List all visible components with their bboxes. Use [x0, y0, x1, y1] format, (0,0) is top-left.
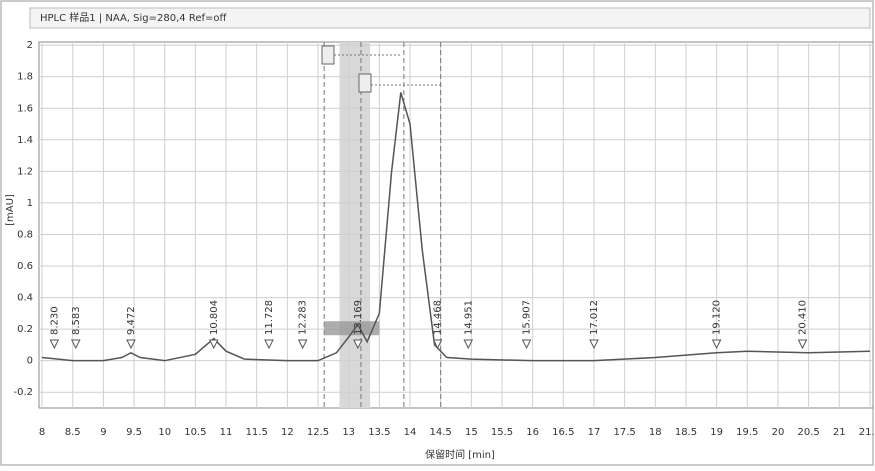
- peak-label: 19.120: [712, 300, 723, 335]
- peak-label: 17.012: [589, 300, 600, 335]
- selection-band: [339, 42, 371, 408]
- title-bar: [29, 7, 871, 29]
- peak-marker: [264, 339, 274, 350]
- x-tick-label: 10.5: [184, 427, 206, 438]
- peak-label: 13.169: [353, 300, 364, 335]
- x-tick-label: 16.5: [552, 427, 574, 438]
- peak-label: 15.907: [522, 300, 533, 335]
- y-tick-label: 0.8: [17, 229, 33, 240]
- peak-label: 8.583: [71, 306, 82, 335]
- x-tick-label: 18.5: [675, 427, 697, 438]
- x-tick-label: 13.5: [368, 427, 390, 438]
- peak-marker: [208, 339, 219, 350]
- y-axis-label: [mAU]: [5, 194, 16, 226]
- peak-label: 12.283: [298, 300, 309, 335]
- x-tick-label: 20.5: [797, 427, 819, 438]
- x-tick-label: 14.5: [430, 427, 452, 438]
- y-tick-label: 0.2: [17, 324, 33, 335]
- y-tick-label: 1.6: [17, 103, 33, 114]
- x-tick-label: 15: [465, 427, 478, 438]
- peak-label: 8.230: [49, 306, 60, 335]
- x-tick-label: 12.5: [307, 427, 329, 438]
- peak-label: 14.951: [463, 300, 474, 335]
- peak-marker: [521, 339, 532, 350]
- peak-marker: [589, 339, 599, 350]
- x-tick-label: 11.5: [246, 427, 268, 438]
- x-tick-label: 10: [158, 427, 171, 438]
- x-tick-label: 9: [100, 427, 106, 438]
- peak-label: 14.468: [433, 300, 444, 335]
- x-tick-label: 11: [220, 427, 233, 438]
- y-tick-label: 1.4: [17, 135, 33, 146]
- x-tick-label: 14: [404, 427, 417, 438]
- x-tick-label: 20: [772, 427, 785, 438]
- x-tick-label: 12: [281, 427, 294, 438]
- peak-marker: [353, 339, 363, 350]
- peak-label: 9.472: [126, 306, 137, 335]
- x-tick-label: 19: [710, 427, 723, 438]
- x-tick-label: 15.5: [491, 427, 513, 438]
- x-tick-label: 9.5: [126, 427, 142, 438]
- peak-marker: [49, 339, 60, 350]
- peak-label: 10.804: [209, 300, 220, 335]
- signal-line: [41, 92, 870, 362]
- peak-label: 20.410: [797, 300, 808, 335]
- x-tick-label: 8.5: [65, 427, 81, 438]
- peak-marker: [463, 339, 474, 350]
- x-tick-label: 21: [833, 427, 846, 438]
- plot-layer: 8 8.5 9 9.5 10 10.5 11 11.5 12 12.5 13 13.5 14 14.5 15…: [13, 40, 875, 438]
- y-tick-label: 0: [27, 356, 33, 367]
- peak-marker: [70, 339, 81, 350]
- y-tick-label: 0.4: [17, 293, 33, 304]
- x-tick-label: 16: [526, 427, 539, 438]
- peak-label: 11.728: [264, 300, 275, 335]
- y-tick-label: 1.8: [17, 72, 33, 83]
- peak-marker: [711, 339, 722, 350]
- x-tick-label: 18: [649, 427, 662, 438]
- peak-marker: [797, 339, 808, 350]
- y-tick-label: 1.2: [17, 166, 33, 177]
- x-tick-label: 17: [588, 427, 601, 438]
- y-tick-label: 1: [27, 198, 33, 209]
- peak-marker: [126, 339, 136, 350]
- integration-box: [324, 321, 380, 336]
- x-tick-label: 21.5: [859, 427, 875, 438]
- x-tick-label: 8: [39, 427, 45, 438]
- y-tick-label: 0.6: [17, 261, 33, 272]
- y-tick-label: 2: [27, 40, 33, 51]
- x-tick-label: 13: [342, 427, 355, 438]
- x-tick-label: 17.5: [614, 427, 636, 438]
- x-tick-label: 19.5: [736, 427, 758, 438]
- marker-box: [358, 73, 372, 93]
- peak-marker: [297, 339, 308, 350]
- peak-marker: [432, 339, 443, 350]
- marker-box: [321, 45, 335, 65]
- y-tick-label: -0.2: [13, 387, 33, 398]
- x-axis-label: 保留时间 [min]: [425, 448, 495, 461]
- plot-area: [38, 41, 874, 409]
- chart-title: HPLC 样品1 | NAA, Sig=280,4 Ref=off: [40, 11, 227, 24]
